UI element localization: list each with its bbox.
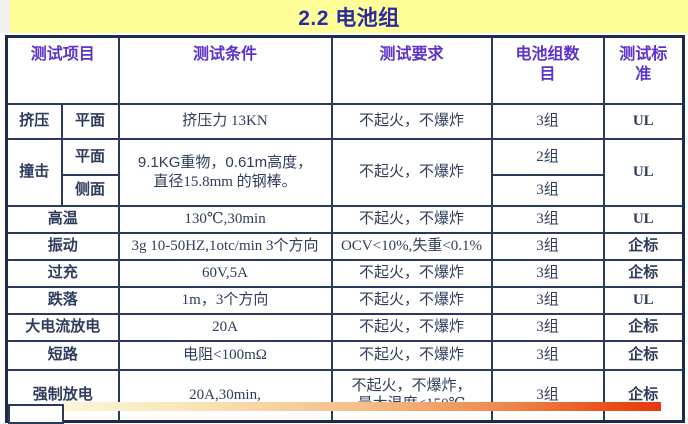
cell-vibration-count: 3组 [490, 232, 605, 261]
bottom-left-corner-box [8, 404, 64, 424]
row-label-impact: 撞击 [5, 138, 63, 207]
cell-crush-condition: 挤压力 13KN [117, 103, 333, 140]
col-header-test-standard: 测试标准 [602, 35, 685, 105]
cell-forced-discharge-standard: 企标 [602, 369, 685, 422]
cell-forced-discharge-requirement: 不起火，不爆炸， 最大温度<150℃ [330, 369, 493, 422]
col-header-test-requirement-label: 测试要求 [379, 46, 444, 63]
row-sublabel-crush-flat: 平面 [60, 103, 120, 140]
row-label-high-temp: 高温 [5, 205, 120, 234]
slide-edge-strip [0, 0, 10, 33]
cell-vibration-standard: 企标 [602, 232, 685, 261]
table-row-crush: 挤压 平面 挤压力 13KN 不起火，不爆炸 3组 UL [5, 103, 685, 140]
cell-impact-standard: UL [602, 138, 685, 207]
row-label-drop: 跌落 [5, 286, 120, 315]
cell-impact-count-flat: 2组 [490, 138, 605, 176]
cell-drop-count: 3组 [490, 286, 605, 315]
cell-high-current-count: 3组 [490, 313, 605, 342]
cell-forced-discharge-count: 3组 [490, 369, 605, 422]
cell-drop-requirement: 不起火，不爆炸 [330, 286, 493, 315]
table-row-vibration: 振动 3g 10-50HZ,1otc/min 3个方向 OCV<10%,失重<0… [5, 232, 685, 261]
cell-overcharge-condition: 60V,5A [117, 259, 333, 288]
table-row-high-temp: 高温 130℃,30min 不起火，不爆炸 3组 UL [5, 205, 685, 234]
cell-high-current-condition: 20A [117, 313, 333, 342]
cell-impact-condition-line2: 直径15.8mm 的钢棒。 [153, 173, 297, 190]
row-label-vibration: 振动 [5, 232, 120, 261]
cell-drop-standard: UL [602, 286, 685, 315]
table-row-high-current-discharge: 大电流放电 20A 不起火，不爆炸 3组 企标 [5, 313, 685, 342]
row-sublabel-impact-side: 侧面 [60, 174, 120, 207]
cell-high-temp-count: 3组 [490, 205, 605, 234]
col-header-test-item: 测试项目 [5, 35, 120, 105]
cell-forced-discharge-requirement-line1: 不起火，不爆炸， [351, 377, 472, 394]
cell-crush-standard: UL [602, 103, 685, 140]
row-sublabel-impact-flat: 平面 [60, 138, 120, 176]
table-row-drop: 跌落 1m，3个方向 不起火，不爆炸 3组 UL [5, 286, 685, 315]
slide-title-banner: 2.2 电池组 [10, 0, 688, 33]
cell-overcharge-standard: 企标 [602, 259, 685, 288]
row-label-short-circuit: 短路 [5, 340, 120, 371]
col-header-pack-count-label: 电池组数目 [515, 46, 580, 83]
cell-high-temp-condition: 130℃,30min [117, 205, 333, 234]
col-header-test-condition-label: 测试条件 [193, 46, 258, 63]
col-header-test-item-label: 测试项目 [30, 46, 95, 63]
cell-short-circuit-condition: 电阻<100mΩ [117, 340, 333, 371]
slide-accent-gradient-bar [64, 402, 661, 411]
cell-impact-condition-line1: 9.1KG重物，0.61m高度， [137, 153, 313, 171]
cell-impact-count-side: 3组 [490, 174, 605, 207]
table-row-impact-flat: 撞击 平面 9.1KG重物，0.61m高度， 直径15.8mm 的钢棒。 不起火… [5, 138, 685, 207]
cell-high-temp-standard: UL [602, 205, 685, 234]
cell-impact-requirement: 不起火，不爆炸 [330, 138, 493, 207]
cell-vibration-condition: 3g 10-50HZ,1otc/min 3个方向 [117, 232, 333, 261]
cell-drop-condition: 1m，3个方向 [117, 286, 333, 315]
table-row-short-circuit: 短路 电阻<100mΩ 不起火，不爆炸 3组 企标 [5, 340, 685, 371]
table-row-forced-discharge: 强制放电 20A,30min, 不起火，不爆炸， 最大温度<150℃ 3组 企标 [5, 369, 685, 422]
cell-high-temp-requirement: 不起火，不爆炸 [330, 205, 493, 234]
cell-high-current-requirement: 不起火，不爆炸 [330, 313, 493, 342]
table-header-row: 测试项目 测试条件 测试要求 电池组数目 测试标准 [5, 35, 685, 105]
col-header-pack-count: 电池组数目 [490, 35, 605, 105]
slide-title: 2.2 电池组 [298, 6, 400, 30]
cell-overcharge-requirement: 不起火，不爆炸 [330, 259, 493, 288]
row-label-high-current-discharge: 大电流放电 [5, 313, 120, 342]
cell-forced-discharge-condition: 20A,30min, [117, 369, 333, 422]
col-header-test-standard-label: 测试标准 [619, 46, 668, 83]
table-row-impact-side: 侧面 3组 [7, 174, 684, 207]
cell-crush-requirement: 不起火，不爆炸 [330, 103, 493, 140]
cell-overcharge-count: 3组 [490, 259, 605, 288]
col-header-test-requirement: 测试要求 [330, 35, 493, 105]
cell-vibration-requirement: OCV<10%,失重<0.1% [330, 232, 493, 261]
cell-short-circuit-count: 3组 [490, 340, 605, 371]
cell-impact-condition: 9.1KG重物，0.61m高度， 直径15.8mm 的钢棒。 [117, 138, 333, 207]
cell-short-circuit-requirement: 不起火，不爆炸 [330, 340, 493, 371]
cell-high-current-standard: 企标 [602, 313, 685, 342]
col-header-test-condition: 测试条件 [117, 35, 333, 105]
row-label-overcharge: 过充 [5, 259, 120, 288]
row-label-crush: 挤压 [5, 103, 63, 140]
cell-crush-count: 3组 [490, 103, 605, 140]
battery-pack-test-table: 测试项目 测试条件 测试要求 电池组数目 测试标准 挤压 平面 挤压力 13KN… [5, 35, 686, 423]
table-row-overcharge: 过充 60V,5A 不起火，不爆炸 3组 企标 [5, 259, 685, 288]
cell-short-circuit-standard: 企标 [602, 340, 685, 371]
